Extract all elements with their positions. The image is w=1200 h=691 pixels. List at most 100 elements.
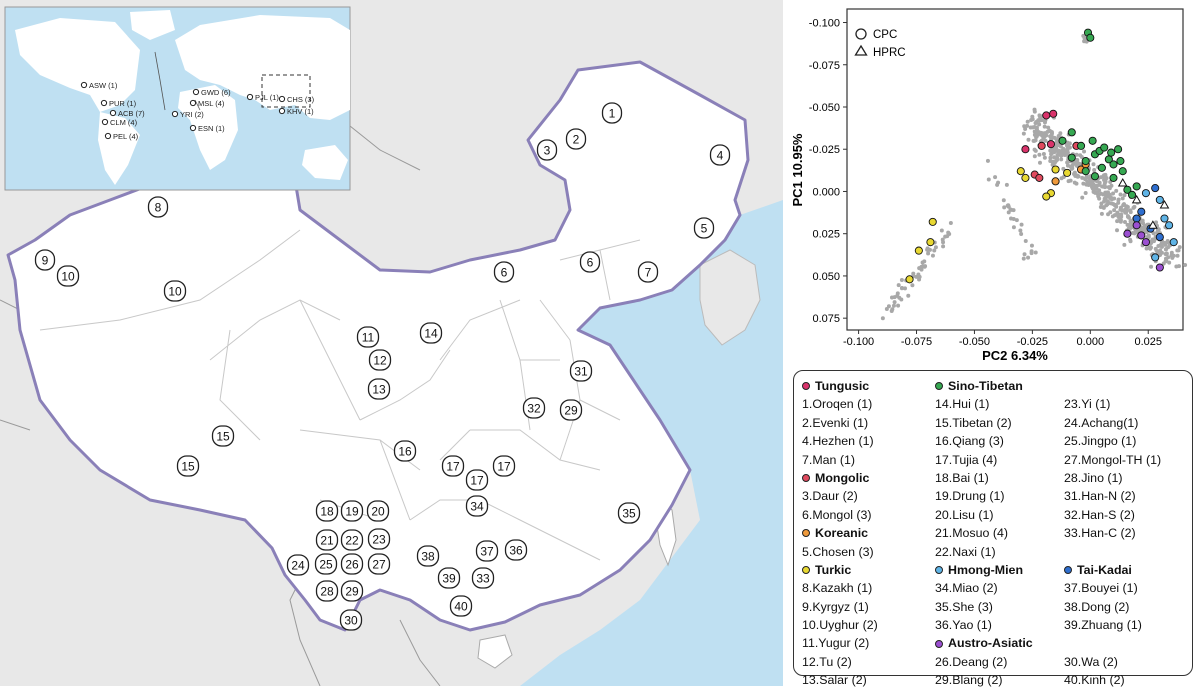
- plot-frame: [846, 8, 1184, 331]
- hprc-point: [1131, 194, 1142, 204]
- background-point: [1066, 143, 1071, 148]
- population-marker-number: 39: [442, 572, 456, 586]
- population-marker: [163, 280, 187, 302]
- population-marker: [559, 399, 583, 421]
- inset-sample-label: CLM (4): [110, 118, 138, 127]
- legend-population-entry: 29.Blang (2): [935, 673, 1003, 688]
- population-marker: [471, 567, 495, 589]
- population-marker: [493, 261, 515, 283]
- y-tick-label: 0.025: [812, 229, 840, 241]
- population-marker: [366, 500, 390, 522]
- background-point: [1023, 238, 1028, 243]
- background-point: [917, 274, 922, 279]
- background-point: [1004, 182, 1009, 187]
- population-marker: [315, 580, 339, 602]
- background-point: [1106, 185, 1111, 190]
- x-tick-label: -0.025: [1017, 336, 1048, 348]
- x-tick-label: 0.000: [1077, 336, 1105, 348]
- population-marker: [56, 265, 80, 287]
- background-point: [899, 286, 904, 291]
- inset-sample-label: CHS (3): [287, 95, 315, 104]
- group-point: [1088, 136, 1097, 145]
- group-color-swatch: [802, 474, 810, 483]
- x-tick-label: 0.025: [1134, 336, 1162, 348]
- background-point: [884, 306, 889, 311]
- legend-population-entry: 39.Zhuang (1): [1064, 618, 1142, 633]
- population-marker: [340, 500, 364, 522]
- background-point: [1054, 156, 1059, 161]
- group-point: [926, 238, 935, 247]
- background-point: [1086, 180, 1091, 185]
- background-point: [1033, 138, 1038, 143]
- background-point: [1087, 176, 1092, 181]
- background-point: [911, 271, 916, 276]
- population-marker: [565, 128, 587, 150]
- legend-population-entry: 9.Kyrgyz (1): [802, 599, 869, 614]
- background-point: [1132, 231, 1137, 236]
- background-point: [1149, 264, 1154, 269]
- legend-population-entry: 13.Salar (2): [802, 673, 867, 688]
- background-point: [1011, 208, 1016, 213]
- background-point: [1177, 245, 1182, 250]
- population-marker-number: 29: [345, 585, 359, 599]
- population-marker-number: 5: [701, 222, 708, 236]
- group-point: [1058, 136, 1067, 145]
- group-point: [1067, 153, 1076, 162]
- legend-group-name: Austro-Asiatic: [948, 636, 1033, 651]
- inset-sample-dot: [278, 95, 286, 103]
- legend-population-entry: 10.Uyghur (2): [802, 618, 878, 633]
- group-point: [1100, 143, 1109, 152]
- background-point: [1083, 175, 1088, 180]
- legend-population-entry: 26.Deang (2): [935, 654, 1008, 669]
- background-point: [1103, 196, 1108, 201]
- inset-sample-label: ACB (7): [118, 109, 145, 118]
- group-point: [1109, 173, 1118, 182]
- population-marker-number: 29: [564, 404, 578, 418]
- background-point: [1097, 180, 1102, 185]
- population-marker-number: 28: [320, 585, 334, 599]
- background-point: [1106, 201, 1111, 206]
- population-marker: [637, 261, 659, 283]
- background-point: [1048, 148, 1053, 153]
- background-point: [1096, 192, 1101, 197]
- y-axis-ticks: -0.100 -0.075 -0.050 -0.025 0.000 0.025 0.050 0…: [809, 18, 847, 325]
- population-marker-number: 14: [424, 327, 438, 341]
- population-marker: [393, 440, 417, 462]
- population-legend: Tungusic 1.Oroqen (1) 2.Evenki (1) 4.Hezhen…: [793, 370, 1193, 687]
- inset-australia: [302, 145, 348, 180]
- background-point: [1032, 154, 1037, 159]
- background-point: [1005, 203, 1010, 208]
- legend-group-heading: Tai-Kadai: [1064, 561, 1161, 579]
- legend-column-2: Sino-Tibetan 14.Hui (1) 15.Tibetan (2) 16.Q…: [935, 377, 1033, 690]
- population-marker: [356, 326, 380, 348]
- hprc-points: [1117, 178, 1170, 229]
- x-axis-ticks: -0.100 -0.075 -0.050 -0.025 0.000 0.025: [843, 330, 1162, 348]
- background-point: [1129, 221, 1134, 226]
- population-marker-number: 21: [320, 534, 334, 548]
- group-point: [1116, 157, 1125, 166]
- legend-population-entry: 8.Kazakh (1): [802, 581, 873, 596]
- background-point: [1144, 246, 1149, 251]
- legend-population-entry: [1064, 634, 1161, 652]
- population-marker-number: 27: [372, 558, 386, 572]
- legend-population-entry: 34.Miao (2): [935, 581, 998, 596]
- background-point: [896, 283, 901, 288]
- inset-sample-label: YRI (2): [180, 110, 204, 119]
- background-point: [1122, 242, 1127, 247]
- group-point: [1132, 214, 1141, 223]
- group-point: [905, 275, 914, 284]
- population-marker-number: 6: [587, 256, 594, 270]
- inset-sample-label: PEL (4): [113, 132, 139, 141]
- legend-population-entry: 40.Kinh (2): [1064, 673, 1125, 688]
- background-point: [1001, 198, 1006, 203]
- inset-south-america: [98, 112, 140, 185]
- population-marker: [340, 553, 364, 575]
- group-point: [1063, 168, 1072, 177]
- population-marker-number: 24: [291, 559, 305, 573]
- legend-population-entry: 35.She (3): [935, 599, 993, 614]
- background-point: [1128, 208, 1133, 213]
- background-point: [1111, 191, 1116, 196]
- background-point: [1074, 152, 1079, 157]
- world-inset: [4, 6, 351, 191]
- background-point: [1098, 204, 1103, 209]
